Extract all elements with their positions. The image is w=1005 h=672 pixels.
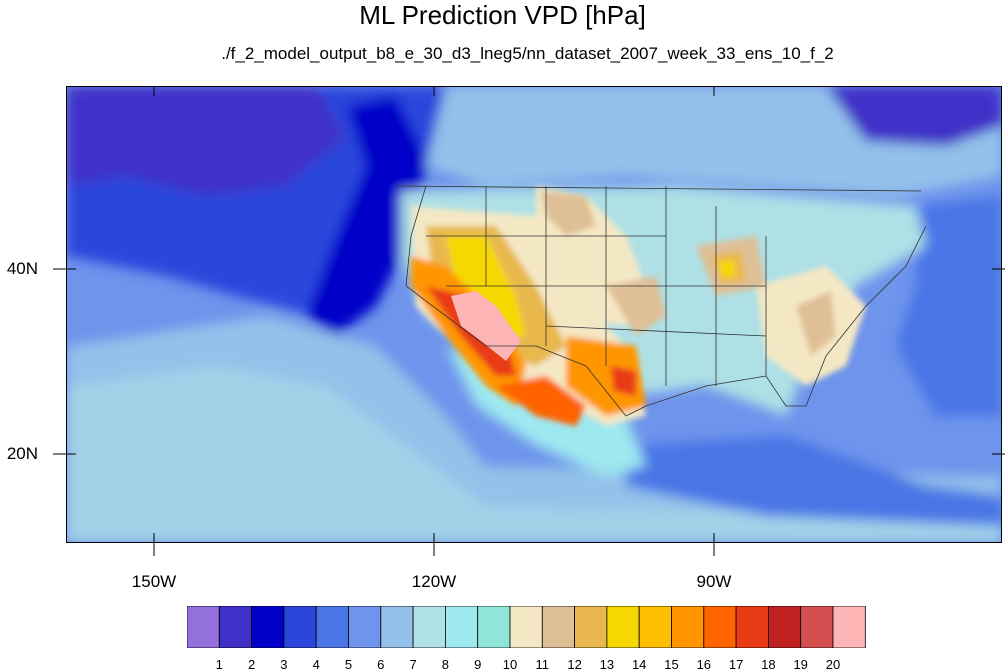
colorbar-swatch <box>638 605 672 649</box>
south-band <box>66 366 1002 543</box>
plains-dry-center <box>606 276 666 336</box>
colorbar-swatch <box>800 605 834 649</box>
chart-subtitle: ./f_2_model_output_b8_e_30_d3_lneg5/nn_d… <box>221 44 834 63</box>
colorbar-label: 18 <box>761 657 776 672</box>
texas-orange <box>566 336 646 416</box>
colorbar-swatch <box>380 605 414 649</box>
colorbar-swatch <box>574 605 608 649</box>
colorbar-swatch <box>509 605 543 649</box>
caribbean-blue <box>626 436 1002 526</box>
hudson-low <box>826 86 1002 146</box>
colorbar-swatches <box>186 605 866 649</box>
colorbar-swatch <box>251 605 285 649</box>
mexico-orange <box>496 376 586 426</box>
colorbar-swatch <box>477 605 511 649</box>
map-frame <box>66 86 1002 543</box>
colorbar-label: 16 <box>696 657 712 672</box>
colorbar-swatch <box>283 605 317 649</box>
colorbar-swatch <box>768 605 802 649</box>
colorbar-swatch <box>735 605 769 649</box>
vpd-map <box>66 86 1002 543</box>
midwest-peak <box>718 260 736 278</box>
map-ticks <box>66 86 1002 543</box>
colorbar-swatch <box>218 605 252 649</box>
plains-dry-north <box>541 191 596 236</box>
colorbar-swatch <box>412 605 446 649</box>
colorbar-label: 5 <box>344 657 353 672</box>
colorbar-label: 10 <box>502 657 518 672</box>
atlantic-blue <box>896 196 1002 416</box>
coastal-deep-blue <box>306 96 426 336</box>
colorbar-swatch <box>671 605 705 649</box>
chart-title: ML Prediction VPD [hPa] <box>359 0 646 30</box>
lat-label-20n: 20N <box>6 444 38 463</box>
colorbar-label: 8 <box>441 657 449 672</box>
colorbar-swatch <box>186 605 220 649</box>
colorbar-label: 12 <box>567 657 582 672</box>
colorbar-swatch <box>541 605 575 649</box>
colorbar-label: 19 <box>793 657 808 672</box>
colorbar-label: 15 <box>664 657 679 672</box>
colorbar-label: 20 <box>825 657 841 672</box>
colorbar-label: 17 <box>728 657 744 672</box>
us-borders <box>395 185 927 417</box>
colorbar-swatch <box>832 605 866 649</box>
texas-red <box>611 366 636 396</box>
lon-label-90w: 90W <box>696 572 732 591</box>
southeast-dry <box>796 291 836 356</box>
colorbar-label: 3 <box>280 657 288 672</box>
north-pacific-core <box>66 86 346 196</box>
colorbar-swatch <box>444 605 479 649</box>
colorbar-swatch <box>348 605 382 649</box>
colorbar-swatch <box>606 605 640 649</box>
lon-label-150w: 150W <box>131 572 177 591</box>
colorbar-label: 13 <box>599 657 615 672</box>
colorbar <box>186 605 867 649</box>
lat-label-40n: 40N <box>6 259 38 278</box>
colorbar-label: 7 <box>409 657 417 672</box>
colorbar-label: 4 <box>312 657 320 672</box>
lon-label-120w: 120W <box>411 572 457 591</box>
colorbar-label: 9 <box>474 657 482 672</box>
colorbar-label: 1 <box>215 657 223 672</box>
colorbar-label: 14 <box>631 657 647 672</box>
colorbar-label: 6 <box>377 657 385 672</box>
desert-peak <box>451 291 521 361</box>
colorbar-swatch <box>703 605 737 649</box>
colorbar-label: 2 <box>247 657 256 672</box>
colorbar-label: 11 <box>535 657 550 672</box>
colorbar-swatch <box>315 605 349 649</box>
